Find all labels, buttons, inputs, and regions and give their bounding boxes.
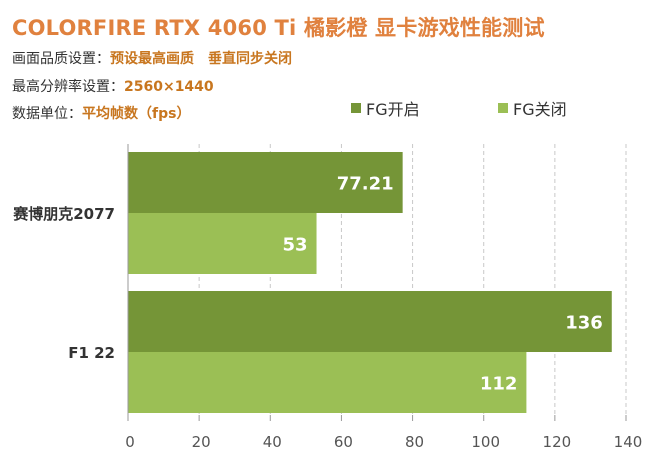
legend-label-fg-off: FG关闭: [513, 100, 567, 119]
legend-swatch-fg-off: [498, 103, 508, 113]
bar-value-label: 136: [565, 313, 603, 334]
quality-label: 画面品质设置：: [12, 51, 110, 67]
unit-value: 平均帧数（fps）: [82, 106, 191, 122]
bar: [128, 352, 527, 413]
resolution-setting: 最高分辨率设置：2560×1440: [12, 76, 214, 96]
bar-value-label: 53: [282, 235, 307, 256]
x-tick-label: 0: [125, 433, 135, 451]
x-tick-label: 40: [263, 433, 282, 451]
unit-label: 数据单位：: [12, 106, 82, 122]
quality-value: 预设最高画质: [110, 51, 194, 67]
legend-item-fg-off: FG关闭: [498, 96, 567, 120]
x-tick-label: 20: [192, 433, 211, 451]
bar: [128, 152, 403, 213]
bar-value-label: 112: [480, 374, 518, 395]
bar-value-label: 77.21: [337, 174, 394, 195]
x-tick-label: 80: [405, 433, 424, 451]
bar: [128, 291, 612, 352]
x-tick-label: 60: [334, 433, 353, 451]
resolution-value: 2560×1440: [124, 79, 214, 95]
resolution-label: 最高分辨率设置：: [12, 79, 124, 95]
x-tick-label: 120: [543, 433, 572, 451]
x-tick-label: 140: [614, 433, 643, 451]
legend-item-fg-on: FG开启: [351, 96, 420, 120]
category-label: F1 22: [68, 344, 115, 362]
chart-title: COLORFIRE RTX 4060 Ti 橘影橙 显卡游戏性能测试: [12, 16, 545, 40]
x-tick-label: 100: [471, 433, 500, 451]
legend-swatch-fg-on: [351, 103, 361, 113]
unit-setting: 数据单位：平均帧数（fps）: [12, 103, 190, 123]
vsync-value: 垂直同步关闭: [208, 51, 292, 67]
legend-label-fg-on: FG开启: [366, 100, 420, 119]
quality-setting: 画面品质设置：预设最高画质 垂直同步关闭: [12, 48, 292, 68]
category-label: 赛博朋克2077: [12, 205, 115, 223]
bar: [128, 213, 317, 274]
